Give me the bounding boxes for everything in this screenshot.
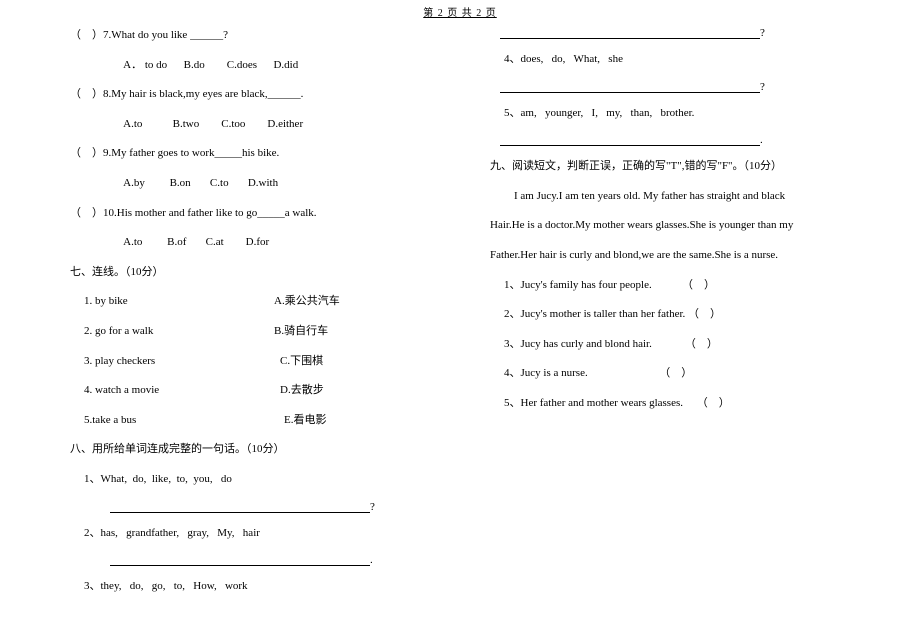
question-8-options: A.to B.two C.too D.either [70,116,440,134]
qmark: ? [370,501,375,513]
match-row-3: 3. play checkersC.下围棋 [70,353,440,371]
match-1-left: 1. by bike [84,293,274,311]
match-4-right: D.去散步 [280,384,324,396]
match-row-4: 4. watch a movieD.去散步 [70,382,440,400]
sentence-2-blank: . [110,554,440,566]
match-1-right: A.乘公共汽车 [274,295,340,307]
question-8: （ ）8.My hair is black,my eyes are black,… [70,86,440,104]
match-3-left: 3. play checkers [84,353,280,371]
question-7: （ ）7.What do you like ______? [70,27,440,45]
sentence-4-blank: ? [500,81,860,93]
section-8-title: 八、用所给单词连成完整的一句话。（10分） [70,441,440,459]
question-10-options: A.to B.of C.at D.for [70,234,440,252]
question-9: （ ）9.My father goes to work_____his bike… [70,145,440,163]
match-2-right: B.骑自行车 [274,325,328,337]
passage-line-2: Hair.He is a doctor.My mother wears glas… [490,217,860,235]
match-row-2: 2. go for a walkB.骑自行车 [70,323,440,341]
section-9-title: 九、阅读短文，判断正误，正确的写"T",错的写"F"。（10分） [490,158,860,176]
content-columns: （ ）7.What do you like ______? A． to do B… [0,19,920,608]
page-header: 第 2 页 共 2 页 [0,0,920,19]
qmark: ? [760,27,765,39]
tf-4: 4、Jucy is a nurse. （ ） [490,365,860,383]
tf-1: 1、Jucy's family has four people. （ ） [490,277,860,295]
sentence-5-words: 5、am, younger, I, my, than, brother. [490,105,860,123]
section-7-title: 七、连线。（10分） [70,264,440,282]
sentence-3-words: 3、they, do, go, to, How, work [70,578,440,596]
period: . [370,554,373,566]
tf-2: 2、Jucy's mother is taller than her fathe… [490,306,860,324]
question-7-options: A． to do B.do C.does D.did [70,57,440,75]
match-3-right: C.下围棋 [280,355,323,367]
passage-line-3: Father.Her hair is curly and blond,we ar… [490,247,860,265]
match-2-left: 2. go for a walk [84,323,274,341]
qmark: ? [760,81,765,93]
passage-line-1: I am Jucy.I am ten years old. My father … [490,188,860,206]
sentence-2-words: 2、has, grandfather, gray, My, hair [70,525,440,543]
match-row-5: 5.take a busE.看电影 [70,412,440,430]
question-10: （ ）10.His mother and father like to go__… [70,205,440,223]
match-5-right: E.看电影 [284,414,326,426]
left-column: （ ）7.What do you like ______? A． to do B… [70,27,470,608]
sentence-5-blank: . [500,134,860,146]
sentence-3-blank: ? [500,27,860,39]
match-row-1: 1. by bikeA.乘公共汽车 [70,293,440,311]
match-4-left: 4. watch a movie [84,382,280,400]
right-column: ? 4、does, do, What, she ? 5、am, younger,… [470,27,880,608]
tf-5: 5、Her father and mother wears glasses. （… [490,395,860,413]
sentence-1-words: 1、What, do, like, to, you, do [70,471,440,489]
question-9-options: A.by B.on C.to D.with [70,175,440,193]
period: . [760,134,763,146]
match-5-left: 5.take a bus [84,412,284,430]
tf-3: 3、Jucy has curly and blond hair. （ ） [490,336,860,354]
sentence-1-blank: ? [110,501,440,513]
sentence-4-words: 4、does, do, What, she [490,51,860,69]
